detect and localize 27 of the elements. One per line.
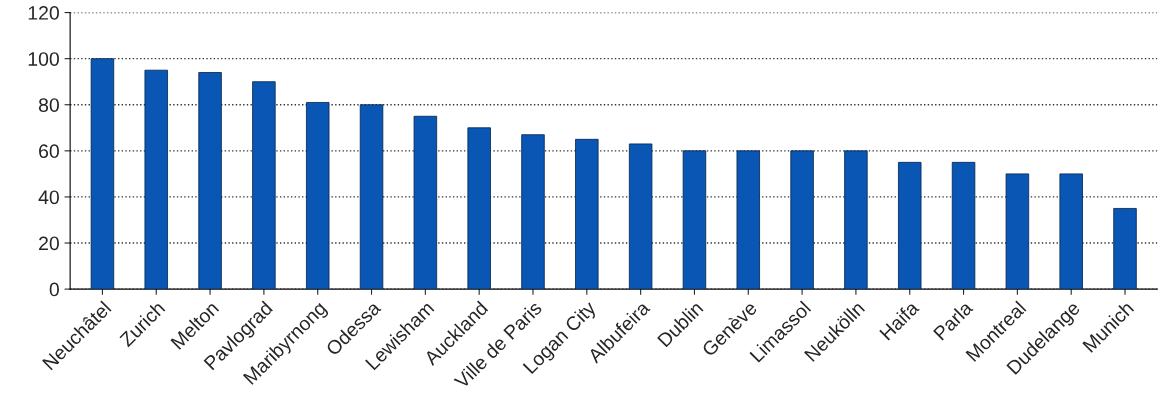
bar — [467, 127, 491, 290]
bar — [1005, 173, 1030, 290]
y-tick-label: 0 — [49, 282, 59, 297]
y-tick-label: 40 — [38, 190, 59, 205]
bar — [628, 143, 653, 290]
y-tick-label: 100 — [28, 52, 59, 66]
bar — [790, 150, 814, 290]
bar — [305, 102, 330, 290]
bar — [1059, 173, 1083, 290]
bar — [682, 150, 707, 290]
bar — [951, 161, 976, 290]
bar — [144, 69, 168, 290]
bar — [198, 72, 222, 290]
bar — [521, 134, 545, 290]
y-tick-label: 120 — [28, 6, 59, 20]
bar — [90, 58, 115, 290]
y-tick-label: 60 — [39, 144, 59, 159]
bar — [736, 150, 760, 290]
y-tick-label: 80 — [38, 98, 59, 112]
bar — [413, 115, 438, 290]
bar — [359, 104, 384, 290]
bar — [252, 81, 276, 290]
bar — [898, 161, 922, 290]
bar — [844, 150, 868, 290]
y-tick-label: 20 — [39, 236, 59, 251]
bar — [575, 138, 599, 290]
bar — [1113, 208, 1137, 290]
